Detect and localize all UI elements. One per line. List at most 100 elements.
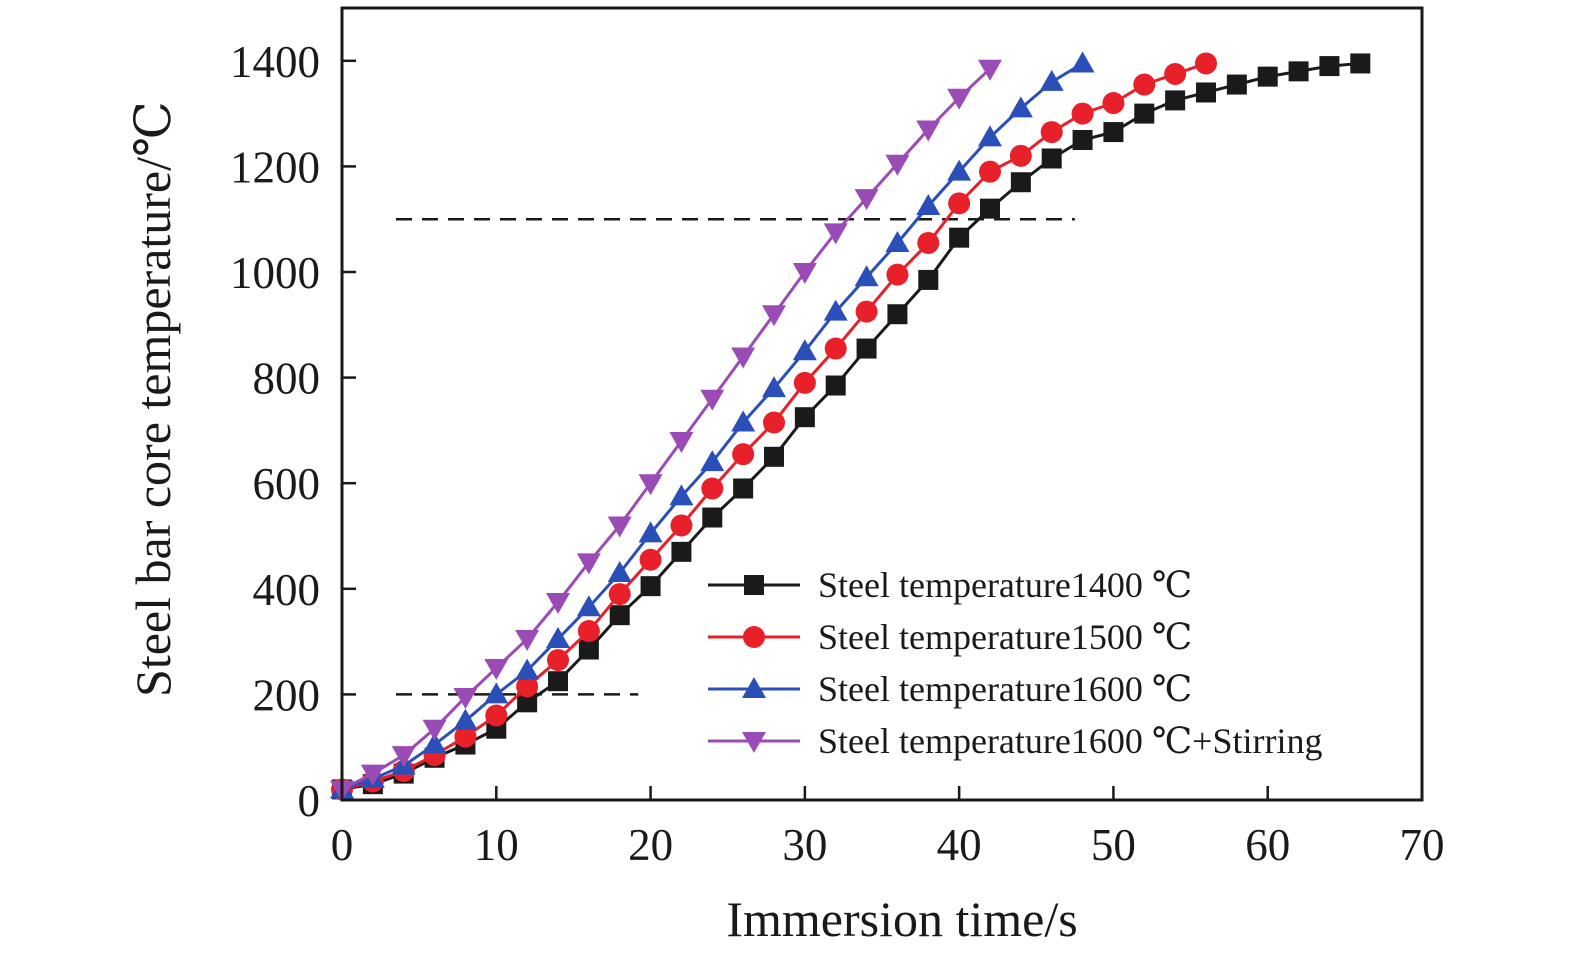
y-tick-label: 800 bbox=[253, 354, 321, 404]
x-tick-label: 0 bbox=[331, 820, 354, 870]
data-point bbox=[1196, 82, 1216, 103]
data-point bbox=[886, 263, 909, 286]
data-point bbox=[762, 376, 786, 398]
data-point bbox=[793, 371, 816, 394]
data-point bbox=[577, 620, 600, 643]
data-point bbox=[980, 198, 1000, 219]
data-point bbox=[823, 223, 848, 245]
data-point bbox=[978, 125, 1002, 147]
y-tick-label: 1200 bbox=[230, 142, 320, 192]
data-point bbox=[546, 626, 570, 648]
y-tick-label: 1000 bbox=[230, 248, 320, 298]
legend-marker bbox=[742, 677, 766, 698]
data-point bbox=[1257, 66, 1278, 87]
data-point bbox=[422, 732, 447, 754]
data-point bbox=[792, 339, 817, 361]
data-point bbox=[576, 553, 601, 575]
data-point bbox=[1102, 92, 1125, 115]
data-point bbox=[916, 120, 941, 142]
data-point bbox=[949, 227, 970, 248]
data-point bbox=[1195, 52, 1217, 75]
data-point bbox=[484, 682, 509, 704]
data-point bbox=[1103, 122, 1124, 143]
data-point bbox=[733, 478, 754, 499]
data-point bbox=[484, 659, 509, 680]
legend-marker bbox=[743, 626, 765, 648]
legend-label: Steel temperature1600 ℃+Stirring bbox=[818, 721, 1322, 761]
data-point bbox=[1008, 96, 1033, 118]
x-tick-label: 70 bbox=[1400, 820, 1445, 870]
data-point bbox=[885, 230, 910, 252]
data-point bbox=[918, 269, 939, 290]
legend-item: Steel temperature1500 ℃ bbox=[708, 617, 1192, 657]
data-point bbox=[517, 692, 538, 713]
data-point bbox=[671, 541, 692, 562]
x-tick-label: 40 bbox=[937, 820, 982, 870]
data-point bbox=[547, 649, 569, 672]
x-tick-label: 30 bbox=[782, 820, 827, 870]
data-point bbox=[639, 548, 662, 571]
data-point bbox=[1319, 56, 1340, 77]
data-point bbox=[764, 446, 784, 467]
data-point bbox=[453, 688, 478, 710]
data-point bbox=[453, 708, 478, 730]
legend-item: Steel temperature1600 ℃ bbox=[708, 669, 1192, 709]
reference-lines bbox=[396, 217, 1075, 696]
data-point bbox=[732, 443, 755, 466]
legend-label: Steel temperature1400 ℃ bbox=[818, 565, 1192, 605]
series-3 bbox=[330, 51, 1095, 799]
data-point bbox=[669, 431, 694, 453]
data-point bbox=[1041, 148, 1062, 169]
data-point bbox=[546, 593, 570, 614]
data-point bbox=[515, 629, 540, 651]
data-point bbox=[515, 658, 540, 680]
data-point bbox=[1350, 53, 1371, 74]
series-line bbox=[341, 61, 1361, 791]
series-line bbox=[341, 67, 992, 791]
series-layer bbox=[330, 51, 1371, 802]
legend-marker bbox=[744, 575, 764, 595]
data-point bbox=[422, 719, 447, 741]
data-point bbox=[670, 514, 693, 537]
data-point bbox=[485, 704, 508, 727]
data-point bbox=[638, 474, 663, 496]
data-point bbox=[576, 595, 601, 617]
y-tick-label: 1400 bbox=[230, 37, 320, 87]
x-axis: 0 10 20 30 40 50 60 70 bbox=[331, 786, 1445, 870]
data-point bbox=[454, 725, 477, 748]
data-point bbox=[1010, 172, 1031, 193]
data-point bbox=[916, 194, 941, 215]
legend-item: Steel temperature1600 ℃+Stirring bbox=[708, 721, 1322, 761]
data-point bbox=[609, 605, 630, 626]
data-point bbox=[731, 410, 756, 432]
data-point bbox=[701, 477, 724, 500]
plot-frame bbox=[340, 6, 1424, 802]
y-tick-label: 0 bbox=[298, 776, 321, 826]
data-point bbox=[855, 300, 878, 323]
x-tick-label: 50 bbox=[1091, 820, 1136, 870]
data-point bbox=[917, 231, 940, 254]
data-point bbox=[1009, 144, 1032, 167]
data-point bbox=[979, 160, 1001, 183]
data-point bbox=[947, 159, 972, 181]
data-point bbox=[1071, 102, 1094, 125]
data-point bbox=[948, 192, 971, 215]
x-tick-label: 20 bbox=[628, 820, 673, 870]
y-axis: 0 200 400 600 800 1000 1200 1400 bbox=[230, 37, 356, 826]
y-tick-label: 400 bbox=[253, 565, 321, 615]
legend: Steel temperature1400 ℃ Steel temperature… bbox=[708, 565, 1322, 761]
data-point bbox=[516, 675, 539, 698]
data-point bbox=[607, 560, 632, 582]
data-point bbox=[1164, 63, 1187, 85]
data-point bbox=[854, 265, 879, 287]
legend-marker bbox=[742, 732, 766, 753]
data-point bbox=[1133, 73, 1156, 96]
data-point bbox=[360, 764, 385, 786]
y-tick-label: 200 bbox=[253, 670, 321, 720]
data-point bbox=[391, 746, 416, 768]
data-point bbox=[947, 88, 972, 110]
data-point bbox=[1039, 69, 1064, 91]
x-axis-title: Immersion time/s bbox=[726, 891, 1077, 947]
legend-label: Steel temperature1500 ℃ bbox=[818, 617, 1192, 657]
